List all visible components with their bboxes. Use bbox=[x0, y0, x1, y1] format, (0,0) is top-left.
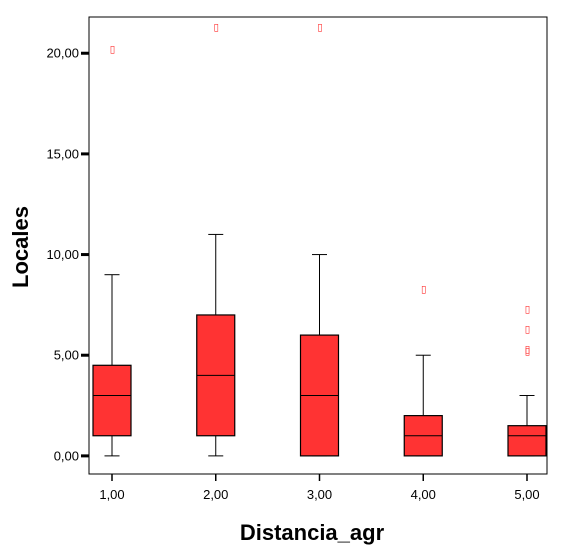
box-iqr bbox=[507, 425, 547, 457]
outlier-point: ▯ bbox=[525, 325, 531, 336]
y-tick-label: 5,00 bbox=[54, 348, 79, 363]
x-tick-label: 5,00 bbox=[514, 487, 539, 502]
y-axis: 0,00 5,00 10,00 15,00 20,00 bbox=[46, 46, 89, 463]
box-group: ▯ bbox=[299, 23, 340, 457]
outlier-point: ▯ bbox=[213, 23, 219, 34]
x-tick-label: 4,00 bbox=[411, 487, 436, 502]
outlier-point: ▯ bbox=[525, 347, 531, 358]
box-group: ▯ bbox=[403, 284, 443, 457]
y-tick-label: 0,00 bbox=[54, 448, 79, 463]
x-tick-label: 2,00 bbox=[203, 487, 228, 502]
x-axis: 1,00 2,00 3,00 4,00 5,00 bbox=[99, 474, 540, 502]
y-tick-label: 20,00 bbox=[46, 46, 79, 61]
y-tick-label: 10,00 bbox=[46, 247, 79, 262]
box-group: ▯ bbox=[92, 45, 132, 457]
outlier-point: ▯ bbox=[421, 284, 427, 295]
box-series: ▯▯ ▯▯▯▯▯▯ bbox=[92, 23, 547, 457]
y-axis-title: Locales bbox=[8, 206, 33, 288]
x-axis-title: Distancia_agr bbox=[240, 520, 385, 545]
outlier-point: ▯ bbox=[317, 23, 323, 34]
box-iqr bbox=[92, 364, 132, 437]
x-tick-label: 1,00 bbox=[99, 487, 124, 502]
box-group: ▯▯▯▯ bbox=[507, 304, 547, 457]
outlier-point: ▯ bbox=[525, 304, 531, 315]
y-tick-label: 15,00 bbox=[46, 146, 79, 161]
outlier-point: ▯ bbox=[525, 345, 531, 356]
outlier-point: ▯ bbox=[110, 45, 116, 56]
box-group: ▯ bbox=[196, 23, 236, 457]
x-tick-label: 3,00 bbox=[307, 487, 332, 502]
